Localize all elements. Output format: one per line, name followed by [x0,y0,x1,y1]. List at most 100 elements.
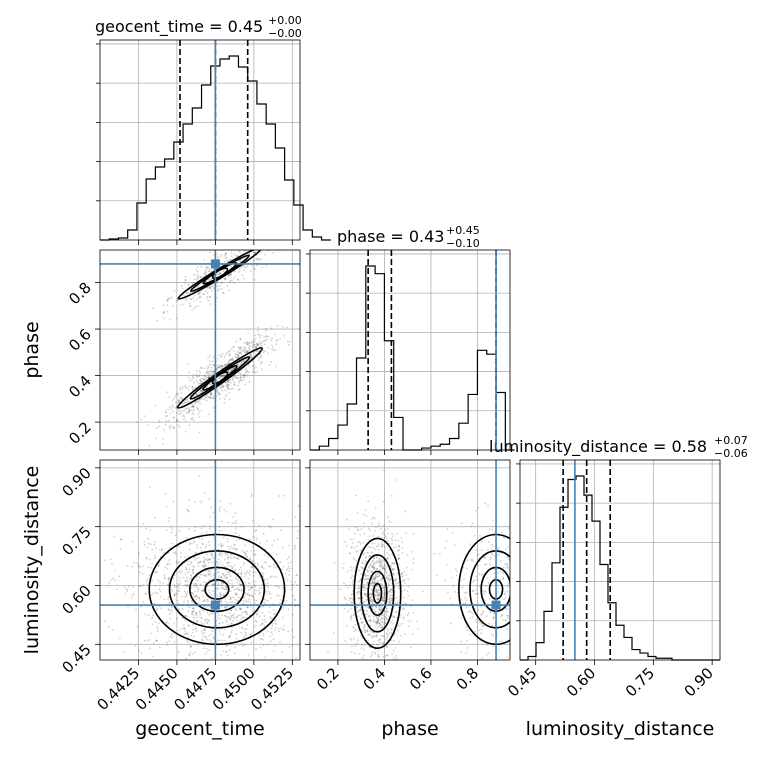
sample-point [173,594,176,597]
sample-point [483,599,486,602]
sample-point [219,386,221,389]
sample-point [386,654,389,657]
sample-point [216,639,219,642]
sample-point [185,593,188,595]
sample-point [350,593,353,596]
sample-point [313,580,315,582]
sample-point [202,647,205,650]
sample-point [233,564,235,567]
sample-point [359,617,362,620]
sample-point [470,559,473,562]
sample-point [215,391,218,393]
sample-point [227,564,229,567]
pair-panel-geocent_time-luminosity_distance [99,459,315,661]
sample-point [208,592,211,594]
sample-point [168,601,171,604]
sample-point [303,608,305,610]
sample-point [487,651,490,654]
sample-point [507,546,509,549]
sample-point [275,365,278,368]
sample-point [202,581,205,583]
sample-point [404,532,407,535]
sample-point [366,630,369,633]
sample-point [395,658,398,660]
sample-point [246,613,249,616]
sample-point [390,597,393,600]
sample-point [488,597,491,600]
sample-point [481,590,484,593]
sample-point [199,389,202,392]
sample-point [345,518,348,521]
sample-point [218,272,221,275]
sample-point [184,386,187,389]
sample-point [218,563,220,566]
sample-point [540,565,542,567]
sample-point [206,297,208,300]
sample-point [244,587,247,590]
sample-point [245,628,248,630]
sample-point [519,665,521,667]
sample-point [187,636,190,639]
sample-point [203,559,206,561]
sample-point [274,622,277,625]
sample-point [229,596,232,598]
sample-point [497,554,500,557]
sample-point [229,598,232,601]
sample-point [271,544,274,547]
sample-point [196,270,199,273]
sample-point [232,376,235,379]
sample-point [297,505,300,507]
sample-point [371,523,373,526]
sample-point [446,528,449,531]
sample-point [485,585,487,587]
sample-point [218,365,221,368]
sample-point [397,557,400,560]
sample-point [271,625,274,627]
sample-point [372,516,375,519]
sample-point [190,600,193,602]
sample-point [201,537,204,540]
sample-point [227,553,230,555]
sample-point [230,255,233,258]
sample-point [397,624,399,627]
sample-point [184,402,187,404]
sample-point [169,424,171,427]
sample-point [185,584,188,587]
sample-point [381,621,384,623]
sample-point [258,340,261,343]
sample-point [361,561,364,564]
sample-point [258,334,260,336]
sample-point [391,628,393,631]
sample-point [183,627,186,630]
sample-point [156,627,159,630]
sample-point [231,346,234,349]
sample-point [163,317,165,320]
sample-point [390,591,393,594]
sample-point [377,594,380,597]
sample-point [279,337,282,340]
sample-point [257,326,259,329]
sample-point [497,591,500,593]
sample-point [225,620,228,623]
sample-point [411,550,413,553]
sample-point [244,591,247,594]
sample-point [349,538,352,541]
sample-point [381,567,384,570]
sample-point [227,362,230,365]
sample-point [523,635,525,637]
sample-point [250,356,253,359]
sample-point [269,235,271,237]
sample-point [198,296,201,299]
sample-point [207,372,210,375]
sample-point [220,374,223,377]
sample-point [553,588,555,590]
sample-point [240,570,243,573]
sample-point [207,266,210,269]
sample-point [359,609,361,612]
sample-point [156,607,158,610]
sample-point [281,651,284,654]
sample-point [492,616,495,619]
sample-point [204,396,207,399]
sample-point [229,590,232,592]
sample-point [216,389,219,392]
